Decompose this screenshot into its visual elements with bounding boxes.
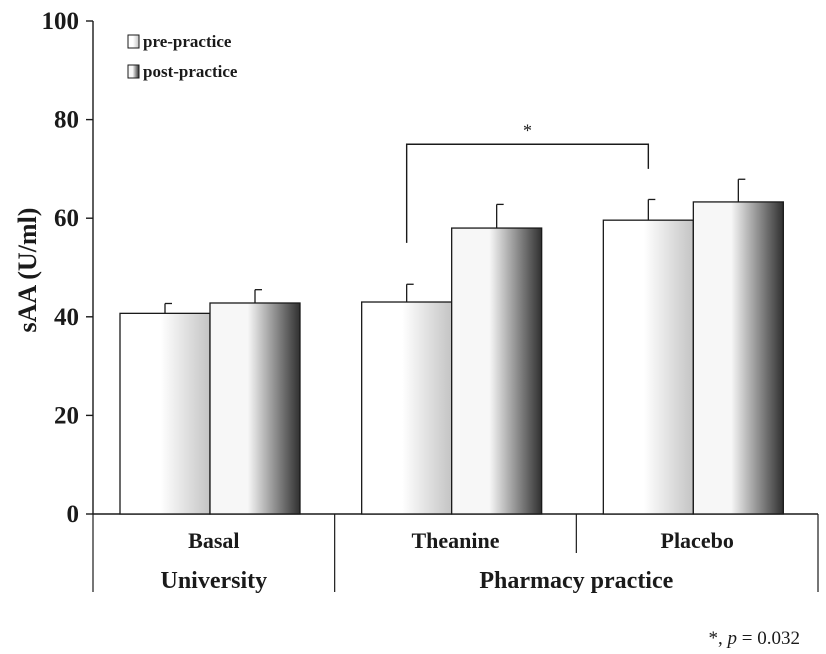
legend-swatch-pre-practice [127,34,140,49]
legend-swatch-post-practice [127,64,140,79]
y-tick-label: 0 [67,501,80,528]
bar-theanine-pre-practice [361,301,453,515]
y-axis-label: sAA (U/ml) [13,208,42,333]
bar-placebo-post-practice [692,201,784,515]
y-tick-label: 100 [42,8,80,35]
legend-label-post-practice: post-practice [143,62,238,81]
bars [119,201,784,515]
bar-basal-post-practice [209,302,301,515]
significance-marker: * [523,120,532,140]
bar-placebo-pre-practice [602,219,694,515]
y-tick-label: 40 [54,304,79,331]
y-tick-label: 20 [54,402,79,429]
y-tick-label: 60 [54,205,79,232]
significance-bracket-line [405,143,650,243]
error-bars [164,178,746,314]
bar-basal-pre-practice [119,312,211,515]
legend: pre-practice post-practice [127,32,238,81]
bar-theanine-post-practice [451,227,543,515]
category-label-theanine: Theanine [411,528,499,553]
p-value-note: *, p = 0.032 [709,628,800,649]
significance-bracket: * [405,120,650,243]
y-tick-label: 80 [54,107,79,134]
category-axis: Basal Theanine Placebo University Pharmacy p… [92,514,819,594]
category-label-basal: Basal [188,528,239,553]
group-label-university: University [161,568,268,594]
legend-label-pre-practice: pre-practice [143,32,232,51]
group-label-pharmacy-practice: Pharmacy practice [479,568,673,594]
category-label-placebo: Placebo [661,528,734,553]
